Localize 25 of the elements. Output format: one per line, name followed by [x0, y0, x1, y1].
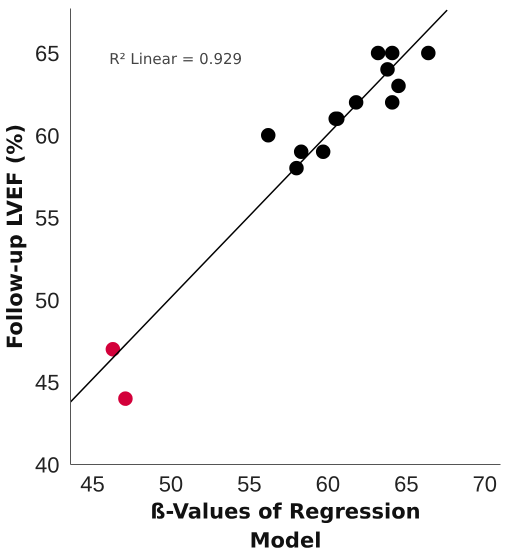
- y-tick-label: 60: [35, 123, 60, 148]
- y-tick-label: 50: [35, 288, 60, 313]
- x-axis-title: ß-Values of Regression Model: [150, 500, 421, 552]
- x-tick-label: 50: [158, 472, 184, 496]
- point: [316, 144, 330, 159]
- x-tick-label: 65: [394, 472, 419, 496]
- x-tick-label: 60: [316, 472, 340, 496]
- y-tick-label: 65: [35, 40, 60, 66]
- point: [384, 95, 400, 110]
- annotation: R² Linear = 0.929: [109, 50, 242, 68]
- point: [370, 46, 386, 60]
- x-tick-label: 55: [237, 472, 262, 496]
- y-tick-label: 55: [35, 206, 60, 231]
- point: [260, 128, 276, 142]
- point: [118, 391, 133, 406]
- y-tick-label: 40: [35, 452, 60, 478]
- point: [421, 46, 436, 60]
- point: [391, 78, 406, 94]
- x-tick-label: 70: [472, 472, 498, 496]
- y-tick-label: 45: [35, 370, 60, 396]
- point: [106, 342, 120, 357]
- point: [294, 144, 308, 159]
- point: [384, 46, 400, 60]
- y-axis-title: Follow-up LVEF (%): [3, 124, 28, 350]
- x-tick-label: 45: [80, 472, 105, 496]
